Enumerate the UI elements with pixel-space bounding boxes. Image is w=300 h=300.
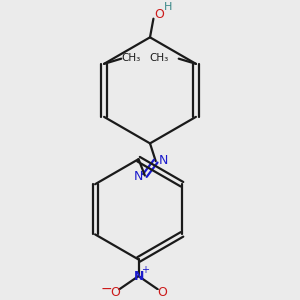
Text: O: O [110,286,120,299]
Text: N: N [134,270,144,283]
Text: H: H [164,2,172,12]
Text: −: − [101,282,112,296]
Text: N: N [134,169,143,183]
Text: O: O [154,8,164,21]
Text: N: N [158,154,168,167]
Text: CH₃: CH₃ [150,53,169,63]
Text: +: + [141,265,149,275]
Text: CH₃: CH₃ [122,53,141,63]
Text: O: O [158,286,167,299]
